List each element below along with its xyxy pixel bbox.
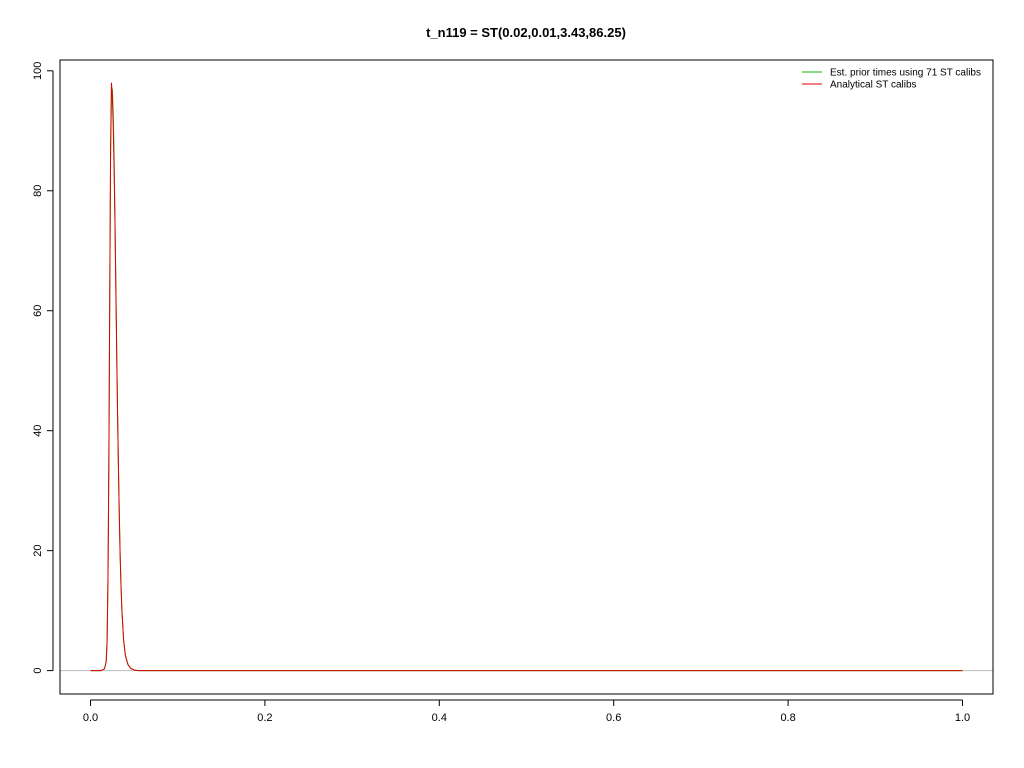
x-tick-label: 0.0 bbox=[83, 712, 98, 724]
x-axis: 0.0 0.2 0.4 0.6 0.8 1.0 bbox=[83, 699, 970, 724]
series-line-2 bbox=[90, 82, 963, 672]
legend-label-1: Est. prior times using 71 ST calibs bbox=[830, 68, 981, 79]
y-tick-label: 100 bbox=[32, 62, 44, 80]
y-axis: 0 20 40 60 80 100 bbox=[32, 62, 54, 674]
plot-frame bbox=[59, 59, 994, 695]
y-tick-label: 20 bbox=[32, 545, 44, 557]
y-tick-label: 40 bbox=[32, 425, 44, 437]
y-tick-label: 60 bbox=[32, 305, 44, 317]
series-layer bbox=[90, 82, 963, 672]
x-tick-label: 0.8 bbox=[780, 712, 795, 724]
x-tick-label: 0.6 bbox=[606, 712, 621, 724]
legend-label-2: Analytical ST calibs bbox=[830, 80, 917, 91]
y-tick-label: 80 bbox=[32, 185, 44, 197]
chart-title: t_n119 = ST(0.02,0.01,3.43,86.25) bbox=[426, 25, 626, 40]
x-tick-label: 0.2 bbox=[257, 712, 272, 724]
legend: Est. prior times using 71 ST calibsAnaly… bbox=[802, 68, 981, 91]
x-tick-label: 1.0 bbox=[955, 712, 970, 724]
series-line-1 bbox=[90, 88, 963, 672]
y-tick-label: 0 bbox=[32, 668, 44, 674]
x-tick-label: 0.4 bbox=[432, 712, 447, 724]
